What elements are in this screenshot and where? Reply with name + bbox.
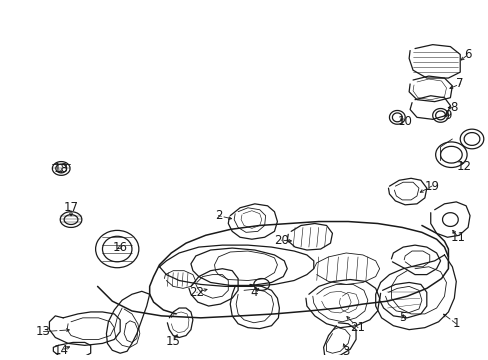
Text: 15: 15: [165, 335, 181, 348]
Text: 9: 9: [444, 109, 451, 122]
Text: 3: 3: [342, 345, 349, 358]
Text: 19: 19: [424, 180, 438, 193]
Text: 12: 12: [456, 160, 471, 173]
Text: 2: 2: [214, 209, 222, 222]
Text: 4: 4: [249, 286, 257, 299]
Text: 1: 1: [451, 317, 459, 330]
Text: 8: 8: [450, 101, 457, 114]
Text: 18: 18: [54, 162, 68, 175]
Text: 13: 13: [36, 325, 51, 338]
Text: 16: 16: [112, 240, 127, 253]
Text: 14: 14: [54, 344, 69, 357]
Text: 6: 6: [464, 48, 471, 61]
Text: 11: 11: [450, 231, 465, 244]
Text: 7: 7: [455, 77, 463, 90]
Text: 22: 22: [189, 286, 204, 299]
Text: 21: 21: [350, 321, 365, 334]
Text: 17: 17: [63, 201, 79, 214]
Text: 20: 20: [273, 234, 288, 247]
Text: 10: 10: [397, 115, 412, 128]
Text: 5: 5: [399, 311, 406, 324]
